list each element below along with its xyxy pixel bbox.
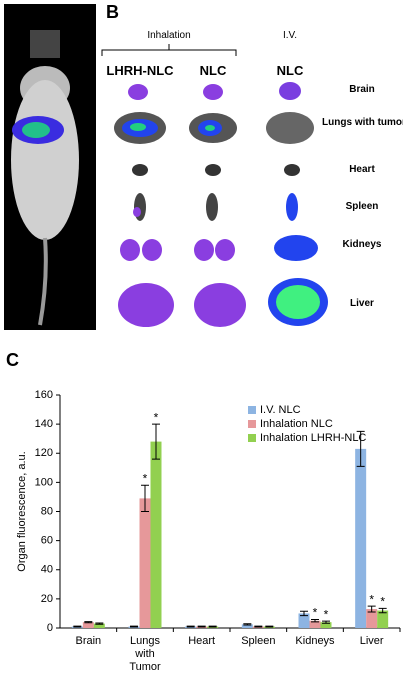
bar	[139, 498, 151, 628]
x-tick-label: Kidneys	[295, 635, 335, 647]
legend-label: I.V. NLC	[260, 404, 301, 416]
error-bar	[186, 625, 195, 628]
group-label: I.V.	[282, 30, 298, 41]
bar	[377, 610, 389, 628]
error-bar	[265, 625, 274, 628]
error-bar	[73, 625, 82, 628]
y-tick-label: 120	[35, 447, 53, 459]
significance-mark: *	[313, 606, 318, 620]
organ-label: Brain	[349, 84, 375, 95]
column-label: LHRH-NLC	[106, 63, 174, 78]
y-tick-label: 40	[41, 564, 53, 576]
significance-mark: *	[143, 471, 148, 485]
error-bar	[243, 623, 252, 626]
error-bar	[356, 430, 365, 467]
nose-cone	[30, 30, 60, 58]
bar	[298, 613, 310, 628]
error-bar	[197, 625, 206, 628]
x-tick-label: Brain	[75, 635, 102, 647]
y-tick-label: 160	[35, 389, 53, 401]
bar	[241, 624, 253, 628]
panel-label: A	[6, 2, 19, 22]
bracket	[101, 44, 237, 56]
error-bar	[300, 610, 308, 617]
legend-swatch	[248, 420, 256, 428]
significance-mark: *	[380, 595, 385, 609]
x-tick-label: Heart	[188, 635, 216, 647]
error-bar	[152, 423, 160, 460]
error-bar	[130, 625, 138, 628]
organ-label: Spleen	[345, 201, 379, 212]
error-bar	[95, 622, 104, 625]
panel-label: C	[6, 350, 19, 370]
y-axis-label: Organ fluorescence, a.u.	[16, 451, 28, 571]
bar	[366, 609, 378, 628]
y-tick-label: 140	[35, 418, 53, 430]
mouse-body	[11, 80, 79, 240]
column-label: NLC	[276, 63, 304, 78]
bar	[309, 620, 321, 628]
mouse-tail	[38, 237, 48, 326]
bar	[93, 623, 105, 628]
y-tick-label: 20	[41, 593, 53, 605]
error-bar	[367, 605, 376, 613]
bar	[150, 441, 162, 628]
panel-label: B	[106, 2, 119, 22]
error-bar	[322, 620, 330, 624]
error-bar	[254, 625, 263, 628]
error-bar	[141, 484, 149, 512]
significance-mark: *	[154, 410, 159, 424]
x-tick-label: Spleen	[241, 635, 276, 647]
error-bar	[311, 619, 319, 623]
group-label: Inhalation	[147, 30, 191, 41]
organ-label: Lungs with tumor	[322, 117, 403, 128]
error-bar	[208, 625, 217, 628]
organ-images	[114, 82, 328, 327]
bar	[320, 622, 332, 628]
column-label: NLC	[199, 63, 227, 78]
signal-core	[22, 122, 50, 138]
x-tick-label: Liver	[359, 635, 384, 647]
significance-mark: *	[369, 592, 374, 606]
x-tick-label: Lungs with Tumor	[129, 635, 161, 673]
legend-label: Inhalation LHRH-NLC	[260, 432, 366, 444]
significance-mark: *	[324, 607, 329, 621]
y-tick-label: 80	[41, 505, 53, 517]
organ-label: Kidneys	[342, 239, 382, 250]
legend-swatch	[248, 406, 256, 414]
bar	[82, 622, 94, 628]
error-bar	[84, 621, 93, 624]
organ-label: Heart	[349, 164, 375, 175]
error-bar	[378, 607, 387, 614]
bar	[355, 448, 367, 628]
y-tick-label: 0	[47, 622, 53, 634]
y-tick-label: 60	[41, 535, 53, 547]
legend-label: Inhalation NLC	[260, 418, 333, 430]
legend-swatch	[248, 434, 256, 442]
organ-label: Liver	[350, 298, 374, 309]
y-tick-label: 100	[35, 476, 53, 488]
